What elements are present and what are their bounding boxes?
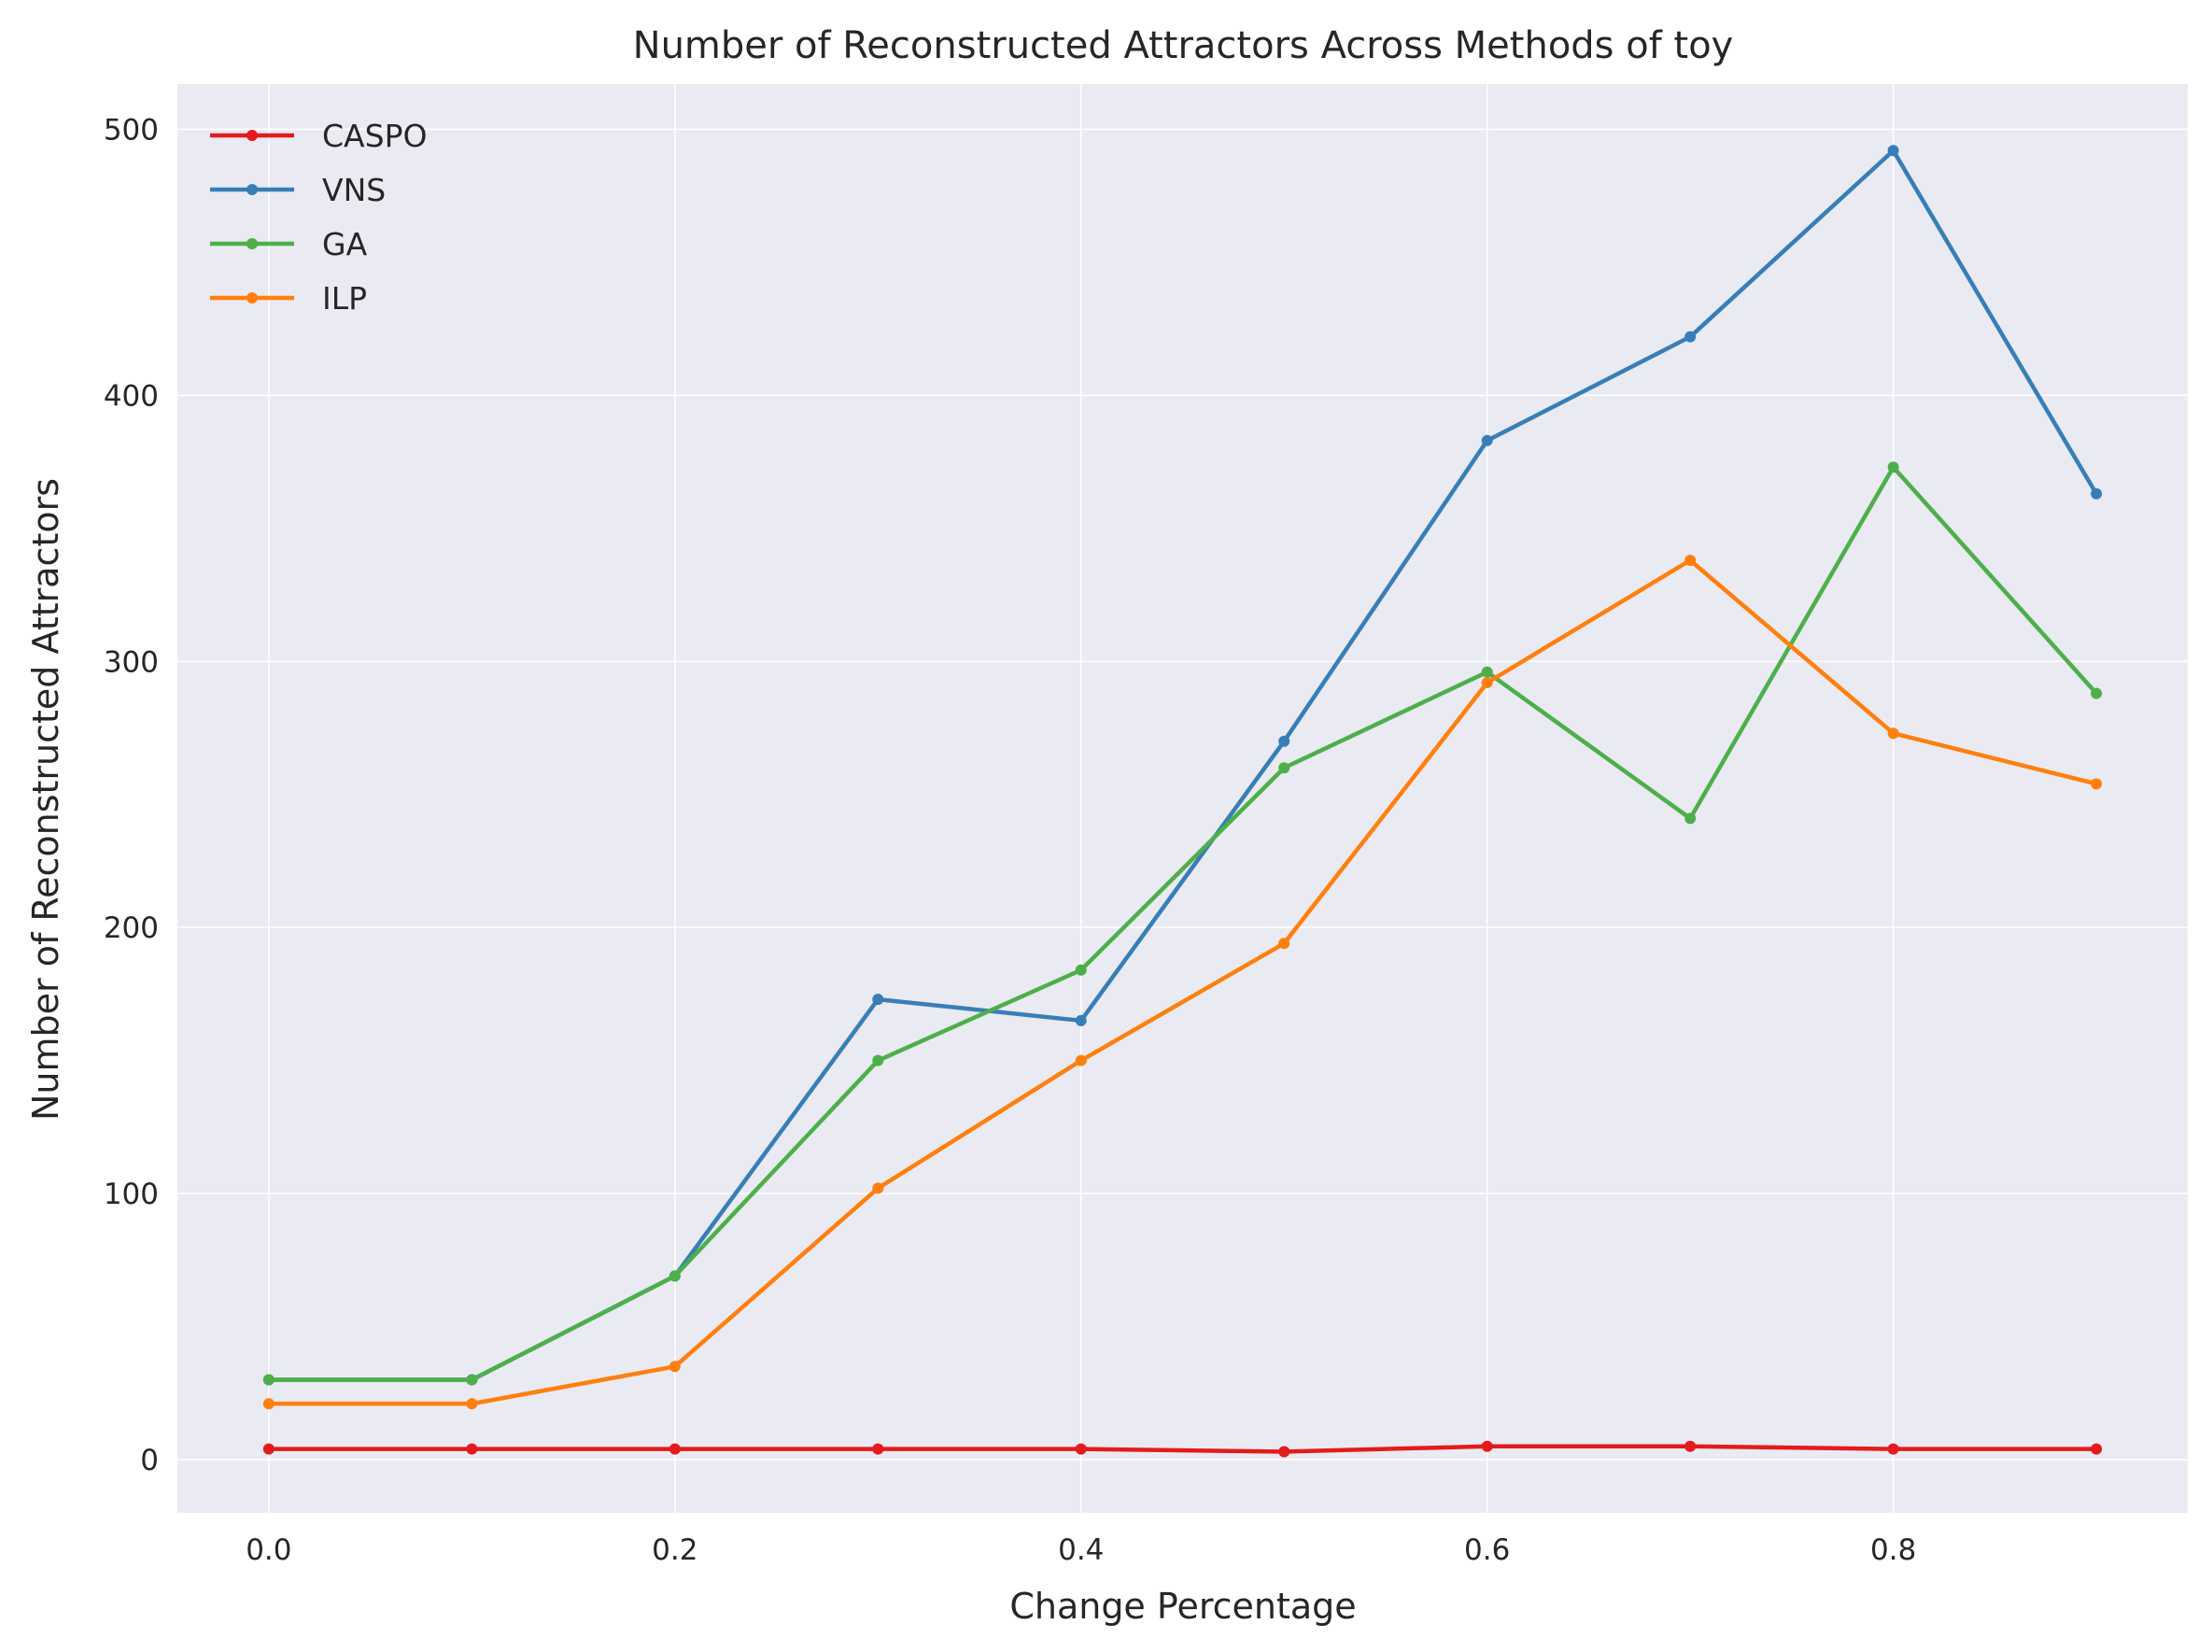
x-tick-label: 0.2 (652, 1533, 697, 1567)
data-point-ilp (1684, 555, 1697, 566)
y-tick-label: 400 (104, 379, 159, 413)
y-axis-label: Number of Reconstructed Attractors (25, 478, 66, 1121)
data-point-caspo (669, 1443, 681, 1455)
data-point-ga (872, 1054, 884, 1066)
data-point-ilp (1075, 1054, 1087, 1066)
data-point-ilp (1887, 727, 1899, 740)
data-point-ilp (872, 1182, 884, 1194)
y-axis-ticks: 0 100 200 300 400 500 (104, 113, 159, 1477)
y-tick-label: 0 (140, 1444, 159, 1477)
data-point-vns (872, 994, 884, 1006)
data-point-vns (1481, 434, 1493, 446)
data-point-caspo (1481, 1440, 1493, 1452)
grid-lines (177, 84, 2188, 1513)
y-tick-label: 200 (104, 911, 159, 945)
legend-marker-ilp (247, 292, 258, 304)
x-axis-label: Change Percentage (1009, 1586, 1356, 1627)
legend-marker-vns (247, 184, 258, 195)
data-point-ilp (262, 1398, 275, 1410)
series-ilp (262, 555, 2103, 1410)
data-point-caspo (1278, 1446, 1290, 1458)
data-point-vns (1887, 145, 1899, 157)
plot-area (177, 84, 2188, 1513)
legend-item-ilp: ILP (210, 280, 367, 317)
data-point-vns (1075, 1014, 1087, 1026)
legend-item-ga: GA (210, 226, 368, 262)
data-point-caspo (466, 1443, 478, 1455)
data-point-caspo (262, 1443, 275, 1455)
data-point-ilp (669, 1361, 681, 1373)
data-point-ga (1075, 964, 1087, 976)
data-point-ilp (1481, 677, 1493, 689)
y-tick-label: 500 (104, 113, 159, 147)
legend-item-vns: VNS (210, 172, 386, 208)
data-point-ga (1887, 461, 1899, 473)
data-point-caspo (1887, 1443, 1899, 1455)
data-point-vns (1278, 735, 1290, 747)
legend-marker-caspo (247, 130, 258, 141)
data-point-ilp (1278, 938, 1290, 950)
x-tick-label: 0.4 (1058, 1533, 1104, 1567)
data-point-caspo (2091, 1443, 2103, 1455)
data-point-vns (2091, 487, 2103, 500)
data-point-caspo (1075, 1443, 1087, 1455)
legend-marker-ga (247, 238, 258, 249)
chart-title: Number of Reconstructed Attractors Acros… (633, 24, 1734, 67)
series-line-ilp (266, 558, 2099, 1406)
series-caspo (262, 1440, 2103, 1458)
data-point-ga (466, 1374, 478, 1386)
data-point-caspo (872, 1443, 884, 1455)
x-axis-ticks: 0.0 0.2 0.4 0.6 0.8 (246, 1533, 1916, 1567)
legend-label-ga: GA (322, 226, 368, 262)
series-line-ga (266, 465, 2099, 1382)
legend-label-vns: VNS (322, 172, 386, 208)
x-tick-label: 0.6 (1464, 1533, 1510, 1567)
y-tick-label: 300 (104, 645, 159, 679)
legend-label-ilp: ILP (322, 280, 367, 317)
data-point-ga (262, 1374, 275, 1386)
data-point-ga (1481, 666, 1493, 678)
data-point-ga (1278, 762, 1290, 774)
data-point-ilp (2091, 778, 2103, 790)
legend-item-caspo: CASPO (210, 118, 427, 154)
data-point-ga (669, 1270, 681, 1282)
legend-label-caspo: CASPO (322, 118, 427, 154)
series-ga (262, 461, 2103, 1386)
data-point-vns (1684, 331, 1697, 343)
data-point-ga (1684, 812, 1697, 825)
data-point-ilp (466, 1398, 478, 1410)
series-layer (262, 145, 2103, 1458)
x-tick-label: 0.8 (1870, 1533, 1916, 1567)
data-point-ga (2091, 687, 2103, 699)
y-tick-label: 100 (104, 1178, 159, 1211)
data-point-caspo (1684, 1440, 1697, 1452)
x-tick-label: 0.0 (246, 1533, 291, 1567)
series-line-caspo (266, 1444, 2099, 1454)
legend: CASPO VNS GA ILP (210, 118, 427, 317)
